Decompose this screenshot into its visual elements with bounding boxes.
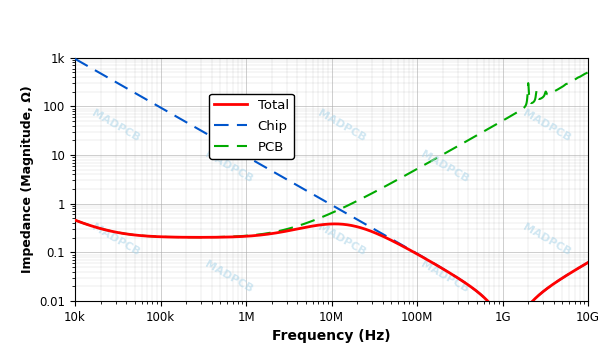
- Text: MADPCB: MADPCB: [91, 108, 142, 144]
- X-axis label: Frequency (Hz): Frequency (Hz): [272, 329, 391, 343]
- Legend: Total, Chip, PCB: Total, Chip, PCB: [209, 93, 294, 159]
- Text: MADPCB: MADPCB: [521, 108, 572, 144]
- Text: MADPCB: MADPCB: [203, 149, 254, 185]
- Y-axis label: Impedance (Magnitude, Ω): Impedance (Magnitude, Ω): [21, 85, 34, 273]
- Text: MADPCB: MADPCB: [316, 108, 367, 144]
- Text: MADPCB: MADPCB: [316, 223, 367, 258]
- Text: Total Impedance for a Chip & Board Package (red): Total Impedance for a Chip & Board Packa…: [47, 16, 553, 34]
- Text: MADPCB: MADPCB: [521, 223, 572, 258]
- Text: MADPCB: MADPCB: [203, 259, 254, 294]
- Text: MADPCB: MADPCB: [419, 149, 470, 185]
- Text: MADPCB: MADPCB: [91, 223, 142, 258]
- Text: MADPCB: MADPCB: [419, 259, 470, 294]
